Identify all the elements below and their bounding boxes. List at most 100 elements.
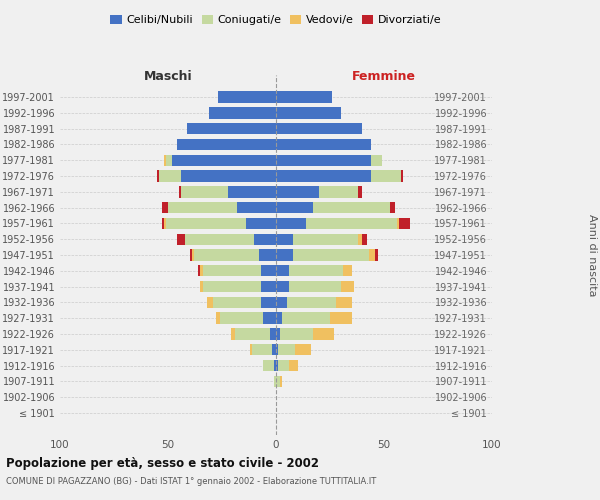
Bar: [172, 154, 276, 166]
Bar: [215, 312, 220, 324]
Bar: [295, 344, 311, 356]
Bar: [391, 202, 395, 213]
Bar: [164, 154, 166, 166]
Bar: [168, 202, 237, 213]
Bar: [198, 265, 200, 276]
Bar: [276, 107, 341, 118]
Bar: [287, 296, 337, 308]
Bar: [274, 376, 276, 387]
Bar: [181, 170, 276, 181]
Bar: [263, 360, 274, 372]
Bar: [229, 186, 276, 198]
Bar: [276, 312, 283, 324]
Bar: [343, 265, 352, 276]
Bar: [330, 312, 352, 324]
Bar: [289, 265, 343, 276]
Bar: [278, 344, 295, 356]
Bar: [276, 376, 280, 387]
Bar: [276, 186, 319, 198]
Bar: [176, 138, 276, 150]
Bar: [319, 186, 358, 198]
Bar: [278, 360, 289, 372]
Bar: [280, 376, 283, 387]
Bar: [166, 218, 246, 229]
Bar: [276, 123, 362, 134]
Bar: [190, 250, 192, 260]
Bar: [341, 281, 354, 292]
Bar: [276, 218, 306, 229]
Bar: [246, 218, 276, 229]
Bar: [362, 234, 367, 245]
Bar: [176, 234, 185, 245]
Bar: [369, 250, 376, 260]
Bar: [293, 234, 358, 245]
Bar: [194, 250, 259, 260]
Bar: [371, 170, 401, 181]
Text: COMUNE DI PAGAZZANO (BG) - Dati ISTAT 1° gennaio 2002 - Elaborazione TUTTITALIA.: COMUNE DI PAGAZZANO (BG) - Dati ISTAT 1°…: [6, 478, 376, 486]
Bar: [203, 281, 261, 292]
Bar: [252, 344, 272, 356]
Bar: [200, 265, 203, 276]
Bar: [276, 234, 293, 245]
Bar: [293, 250, 369, 260]
Text: Maschi: Maschi: [143, 70, 193, 83]
Bar: [157, 170, 160, 181]
Bar: [371, 154, 382, 166]
Text: Anni di nascita: Anni di nascita: [587, 214, 597, 296]
Bar: [230, 328, 235, 340]
Bar: [276, 202, 313, 213]
Bar: [220, 312, 263, 324]
Bar: [269, 328, 276, 340]
Text: Popolazione per età, sesso e stato civile - 2002: Popolazione per età, sesso e stato civil…: [6, 458, 319, 470]
Bar: [376, 250, 377, 260]
Bar: [313, 328, 334, 340]
Bar: [306, 218, 397, 229]
Bar: [276, 265, 289, 276]
Bar: [276, 154, 371, 166]
Bar: [358, 234, 362, 245]
Bar: [207, 296, 214, 308]
Bar: [276, 360, 278, 372]
Bar: [187, 123, 276, 134]
Bar: [181, 186, 229, 198]
Bar: [276, 344, 278, 356]
Bar: [358, 186, 362, 198]
Bar: [337, 296, 352, 308]
Bar: [250, 344, 252, 356]
Legend: Celibi/Nubili, Coniugati/e, Vedovi/e, Divorziati/e: Celibi/Nubili, Coniugati/e, Vedovi/e, Di…: [106, 10, 446, 30]
Bar: [263, 312, 276, 324]
Bar: [276, 296, 287, 308]
Bar: [160, 170, 181, 181]
Bar: [200, 281, 203, 292]
Bar: [276, 170, 371, 181]
Bar: [261, 281, 276, 292]
Bar: [166, 154, 172, 166]
Bar: [161, 202, 168, 213]
Bar: [274, 360, 276, 372]
Bar: [218, 92, 276, 102]
Bar: [254, 234, 276, 245]
Bar: [259, 250, 276, 260]
Bar: [235, 328, 269, 340]
Bar: [203, 265, 261, 276]
Bar: [313, 202, 391, 213]
Bar: [214, 296, 261, 308]
Bar: [209, 107, 276, 118]
Bar: [289, 360, 298, 372]
Bar: [276, 250, 293, 260]
Bar: [276, 328, 280, 340]
Text: Femmine: Femmine: [352, 70, 416, 83]
Bar: [161, 218, 164, 229]
Bar: [399, 218, 410, 229]
Bar: [401, 170, 403, 181]
Bar: [276, 92, 332, 102]
Bar: [276, 138, 371, 150]
Bar: [179, 186, 181, 198]
Bar: [280, 328, 313, 340]
Bar: [397, 218, 399, 229]
Bar: [192, 250, 194, 260]
Bar: [185, 234, 254, 245]
Bar: [272, 344, 276, 356]
Bar: [289, 281, 341, 292]
Bar: [164, 218, 166, 229]
